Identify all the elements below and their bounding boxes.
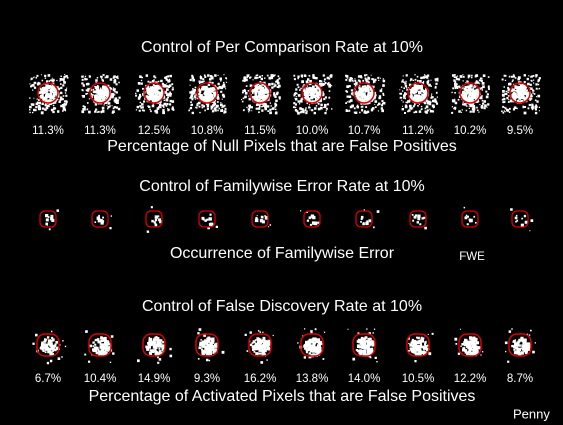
percentage-label: 11.5% xyxy=(244,125,276,137)
noise-thumbnail xyxy=(188,74,228,115)
signal-outline xyxy=(145,210,163,228)
percentage-label: 10.2% xyxy=(454,125,487,137)
signal-outline xyxy=(511,210,529,228)
signal-outline xyxy=(409,210,427,228)
signal-outline xyxy=(406,333,430,357)
percentage-label: 10.7% xyxy=(348,125,381,137)
noise-thumbnail xyxy=(463,206,477,226)
signal-outline xyxy=(300,333,324,357)
percentage-label: 10.5% xyxy=(402,373,435,385)
signal-outline xyxy=(303,210,321,228)
noise-thumbnail xyxy=(146,206,163,233)
section-title: Control of Per Comparison Rate at 10% xyxy=(141,39,423,56)
percentage-label: 9.5% xyxy=(507,125,533,137)
signal-outline xyxy=(407,82,429,104)
fwe-marker: FWE xyxy=(459,251,485,263)
noise-thumbnail xyxy=(135,74,175,115)
section-title: Control of Familywise Error Rate at 10% xyxy=(139,178,424,195)
percentage-label: 16.2% xyxy=(244,373,277,385)
percentage-label: 6.7% xyxy=(35,373,61,385)
percentage-label: 14.0% xyxy=(348,373,381,385)
signal-outline xyxy=(508,333,532,357)
percentage-label: 10.0% xyxy=(296,125,329,137)
signal-outline xyxy=(353,82,375,104)
noise-thumbnail xyxy=(201,213,218,230)
signal-outline xyxy=(248,333,272,357)
section-title: Control of False Discovery Rate at 10% xyxy=(142,298,422,315)
percentage-label: 12.2% xyxy=(454,373,487,385)
percentage-label: 9.3% xyxy=(194,373,220,385)
noise-thumbnail xyxy=(32,330,67,365)
noise-thumbnail xyxy=(197,328,225,362)
signal-outline xyxy=(352,333,376,357)
signal-outline xyxy=(142,333,166,357)
noise-thumbnail xyxy=(454,328,484,357)
signal-outline xyxy=(36,333,60,357)
percentage-label: 10.8% xyxy=(191,125,224,137)
signal-outline xyxy=(195,333,219,357)
percentage-label: 13.8% xyxy=(296,373,329,385)
section-caption: Occurrence of Familywise Error xyxy=(170,245,395,262)
signal-outline xyxy=(355,210,373,228)
percentage-label: 11.3% xyxy=(32,125,64,137)
noise-thumbnail xyxy=(451,74,490,114)
credit: Penny xyxy=(513,406,550,421)
section-caption: Percentage of Activated Pixels that are … xyxy=(89,388,476,405)
signal-outline xyxy=(196,82,218,104)
signal-outline xyxy=(461,210,479,228)
signal-outline xyxy=(37,82,59,104)
noise-thumbnail xyxy=(137,336,173,364)
noise-thumbnail xyxy=(94,214,112,230)
section-caption: Percentage of Null Pixels that are False… xyxy=(107,138,457,155)
noise-thumbnail xyxy=(501,74,541,115)
signal-outline xyxy=(251,210,269,228)
signal-outline xyxy=(509,82,531,104)
signal-outline xyxy=(249,82,271,104)
signal-outline xyxy=(143,82,165,104)
signal-outline xyxy=(89,82,111,104)
percentage-label: 11.3% xyxy=(84,125,116,137)
signal-outline xyxy=(39,210,57,228)
noise-thumbnail xyxy=(504,328,536,363)
noise-thumbnail xyxy=(300,210,320,226)
noise-thumbnail xyxy=(254,215,272,228)
noise-thumbnail xyxy=(347,328,378,363)
signal-outline xyxy=(88,333,112,357)
percentage-label: 10.4% xyxy=(84,373,117,385)
signal-outline xyxy=(91,210,109,228)
noise-thumbnail xyxy=(29,74,69,115)
noise-thumbnail xyxy=(411,214,427,230)
percentage-label: 14.9% xyxy=(138,373,171,385)
noise-thumbnail xyxy=(81,74,121,114)
signal-outline xyxy=(459,82,481,104)
signal-outline xyxy=(198,210,216,228)
noise-thumbnail xyxy=(407,332,434,363)
signal-outline xyxy=(301,82,323,104)
noise-thumbnail xyxy=(293,74,333,115)
noise-thumbnail xyxy=(345,74,386,114)
noise-thumbnail xyxy=(399,74,439,114)
noise-thumbnail xyxy=(241,74,281,115)
percentage-label: 12.5% xyxy=(138,125,171,137)
noise-thumbnail xyxy=(297,328,326,360)
noise-thumbnail xyxy=(360,209,380,229)
percentage-label: 8.7% xyxy=(507,373,533,385)
signal-outline xyxy=(458,333,482,357)
percentage-label: 11.2% xyxy=(402,125,434,137)
noise-thumbnail xyxy=(45,209,59,231)
noise-thumbnail xyxy=(244,330,274,364)
